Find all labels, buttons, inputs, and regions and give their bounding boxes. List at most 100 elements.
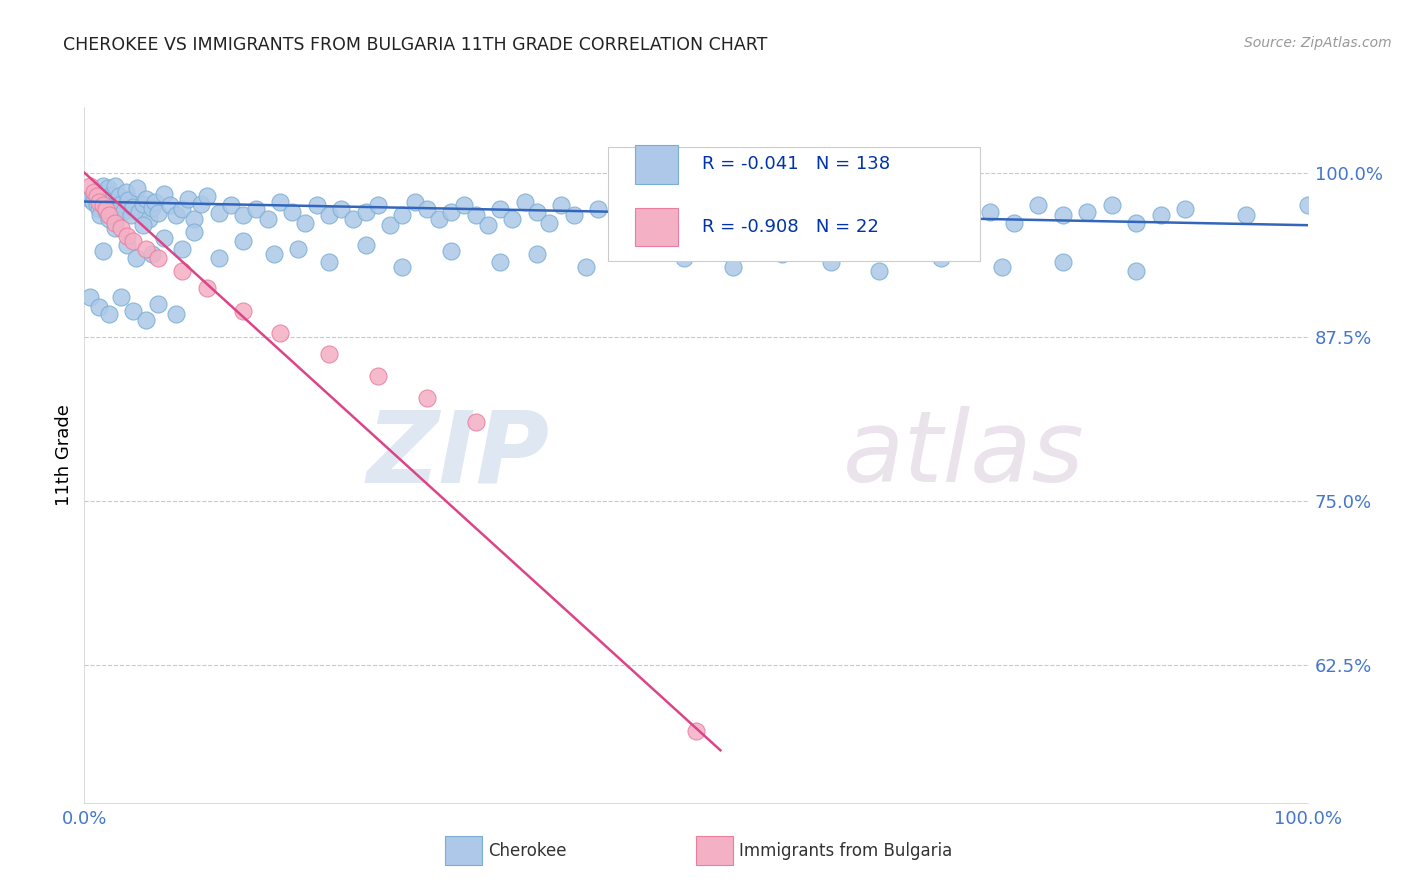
Text: Immigrants from Bulgaria: Immigrants from Bulgaria bbox=[738, 842, 952, 860]
Point bbox=[100, 188, 122, 202]
Point bbox=[132, 197, 155, 211]
Point bbox=[287, 242, 309, 256]
FancyBboxPatch shape bbox=[607, 147, 980, 261]
Point bbox=[87, 186, 110, 200]
Point bbox=[104, 216, 127, 230]
Point bbox=[636, 205, 658, 219]
Point bbox=[97, 181, 120, 195]
Point bbox=[135, 192, 157, 206]
Point bbox=[115, 238, 138, 252]
Point bbox=[672, 251, 695, 265]
Point bbox=[464, 415, 486, 429]
Point bbox=[98, 194, 121, 209]
Point bbox=[107, 189, 129, 203]
FancyBboxPatch shape bbox=[696, 836, 733, 865]
Point bbox=[110, 220, 132, 235]
Point bbox=[208, 206, 231, 220]
Point bbox=[538, 216, 561, 230]
Point bbox=[245, 202, 267, 217]
Point bbox=[318, 255, 340, 269]
Point bbox=[770, 247, 793, 261]
Point bbox=[281, 205, 304, 219]
Point bbox=[104, 178, 127, 193]
Point bbox=[195, 281, 218, 295]
Point bbox=[79, 178, 101, 193]
Point bbox=[257, 211, 280, 226]
Point bbox=[86, 198, 108, 212]
Point bbox=[905, 202, 928, 217]
Point bbox=[190, 197, 212, 211]
Point bbox=[869, 264, 891, 278]
Point bbox=[1052, 255, 1074, 269]
Point bbox=[165, 308, 187, 322]
Point bbox=[232, 234, 254, 248]
Point bbox=[953, 194, 976, 209]
Point bbox=[929, 211, 952, 226]
Text: CHEROKEE VS IMMIGRANTS FROM BULGARIA 11TH GRADE CORRELATION CHART: CHEROKEE VS IMMIGRANTS FROM BULGARIA 11T… bbox=[63, 36, 768, 54]
Point bbox=[1002, 216, 1025, 230]
Point bbox=[101, 206, 124, 220]
Point bbox=[153, 186, 176, 201]
Point bbox=[159, 198, 181, 212]
Point bbox=[97, 308, 120, 322]
Point bbox=[367, 369, 389, 384]
Point bbox=[183, 225, 205, 239]
Point bbox=[305, 198, 328, 212]
Point bbox=[87, 300, 110, 314]
Point bbox=[269, 194, 291, 209]
Point bbox=[1296, 198, 1319, 212]
Point bbox=[110, 197, 132, 211]
Point bbox=[232, 208, 254, 222]
Point bbox=[391, 260, 413, 275]
Point bbox=[734, 194, 756, 209]
Point bbox=[758, 202, 780, 217]
Point bbox=[1125, 264, 1147, 278]
Point bbox=[208, 251, 231, 265]
Point bbox=[367, 198, 389, 212]
Point bbox=[880, 218, 903, 232]
Point bbox=[105, 209, 128, 223]
Point bbox=[624, 242, 647, 256]
Point bbox=[330, 202, 353, 217]
Text: R = -0.041   N = 138: R = -0.041 N = 138 bbox=[702, 155, 890, 173]
Point bbox=[153, 231, 176, 245]
Point bbox=[110, 290, 132, 304]
Text: Source: ZipAtlas.com: Source: ZipAtlas.com bbox=[1244, 36, 1392, 50]
Point bbox=[1052, 208, 1074, 222]
Point bbox=[219, 198, 242, 212]
Point bbox=[87, 202, 110, 217]
Point bbox=[146, 297, 169, 311]
Point bbox=[831, 198, 853, 212]
Point bbox=[526, 205, 548, 219]
FancyBboxPatch shape bbox=[636, 208, 678, 246]
Point bbox=[104, 220, 127, 235]
Point bbox=[120, 208, 142, 222]
Point bbox=[112, 203, 135, 218]
Point bbox=[83, 189, 105, 203]
Point bbox=[172, 202, 194, 217]
Point bbox=[1150, 208, 1173, 222]
Point bbox=[294, 216, 316, 230]
Point bbox=[141, 247, 163, 261]
Point bbox=[82, 194, 104, 209]
Point bbox=[1076, 205, 1098, 219]
Point bbox=[177, 192, 200, 206]
Point bbox=[96, 202, 118, 217]
Point bbox=[135, 242, 157, 256]
Point bbox=[125, 181, 148, 195]
Point bbox=[141, 201, 163, 215]
Point bbox=[550, 198, 572, 212]
Point bbox=[115, 186, 138, 200]
Point bbox=[1028, 198, 1050, 212]
Point bbox=[807, 205, 830, 219]
Point bbox=[464, 208, 486, 222]
Point bbox=[354, 238, 377, 252]
Point bbox=[929, 251, 952, 265]
Point bbox=[1174, 202, 1197, 217]
Point bbox=[612, 211, 634, 226]
Point bbox=[195, 189, 218, 203]
Point bbox=[97, 211, 120, 226]
Point bbox=[146, 251, 169, 265]
Point bbox=[128, 205, 150, 219]
Point bbox=[489, 255, 512, 269]
